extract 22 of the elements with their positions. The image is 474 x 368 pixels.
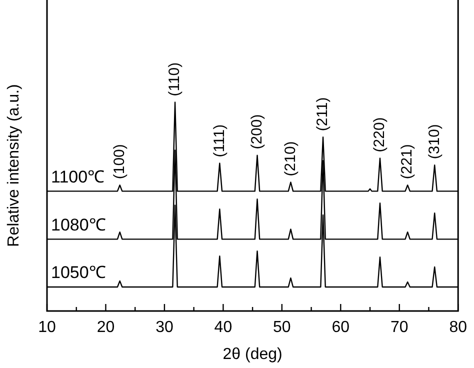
annotation: (111): [210, 124, 228, 158]
x-tick-label: 60: [332, 319, 350, 336]
x-tick-label: 50: [273, 319, 291, 336]
x-tick-label: 30: [156, 319, 174, 336]
annotation: (220): [371, 117, 388, 152]
series-label: 1100℃: [51, 167, 105, 186]
annotation: (310): [426, 124, 443, 160]
series-label: 1050℃: [51, 263, 106, 282]
x-tick-label: 40: [214, 319, 232, 336]
annotation: (221): [398, 144, 416, 180]
annotation: (210): [282, 141, 299, 176]
series-label: 1080℃: [51, 215, 106, 234]
annotation: (200): [248, 114, 266, 150]
x-tick-label: 70: [390, 319, 408, 336]
x-axis-title: 2θ (deg): [222, 346, 282, 363]
x-tick-label: 20: [96, 319, 115, 336]
x-tick-label: 10: [38, 319, 56, 336]
x-tick-label: 80: [449, 319, 468, 336]
annotation: (110): [166, 62, 184, 96]
annotation: (211): [314, 97, 332, 132]
annotation: (100): [110, 144, 128, 180]
y-axis-title: Relative intensity (a.u.): [5, 84, 22, 247]
